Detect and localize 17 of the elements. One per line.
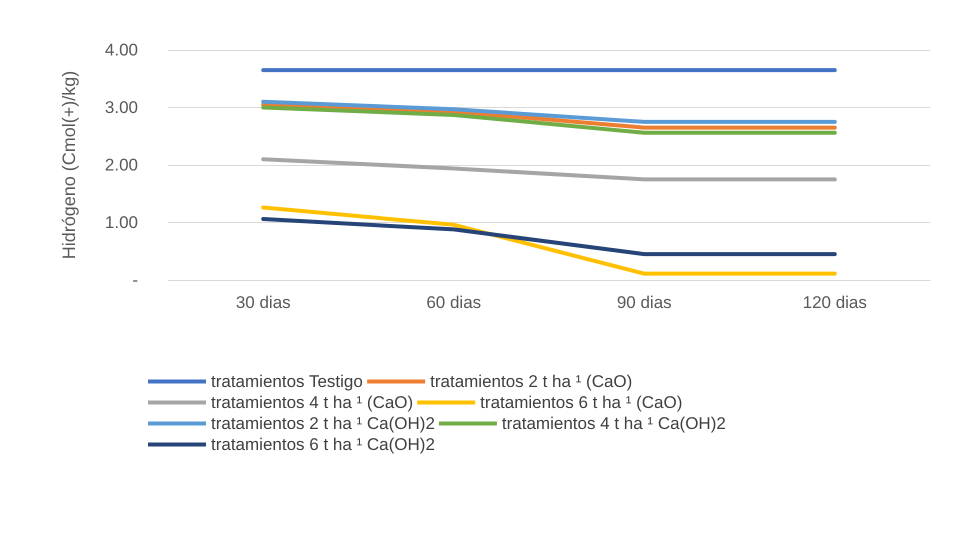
y-tick-label: 4.00 — [104, 40, 138, 60]
y-tick-label: 3.00 — [104, 98, 138, 117]
x-tick-label: 60 dias — [426, 293, 482, 312]
legend-label: tratamientos 4 t ha ¹ Ca(OH)2 — [502, 414, 726, 433]
legend-label: tratamientos 4 t ha ¹ (CaO) — [211, 393, 414, 412]
y-axis-title: Hidrógeno (Cmol(+)/kg) — [59, 70, 79, 260]
y-tick-label: 1.00 — [104, 213, 138, 232]
legend-label: tratamientos Testigo — [211, 372, 363, 391]
y-tick-label: 2.00 — [104, 156, 138, 174]
legend-label: tratamientos 6 t ha ¹ Ca(OH)2 — [211, 435, 435, 454]
x-tick-label: 30 dias — [236, 293, 291, 312]
x-tick-label: 90 dias — [616, 293, 672, 312]
x-tick-label: 120 dias — [802, 293, 867, 312]
legend-label: tratamientos 6 t ha ¹ (CaO) — [480, 393, 682, 412]
legend-label: tratamientos 2 t ha ¹ Ca(OH)2 — [211, 414, 435, 433]
legend-label: tratamientos 2 t ha ¹ (CaO) — [430, 372, 632, 391]
y-tick-label: - — [132, 270, 138, 290]
